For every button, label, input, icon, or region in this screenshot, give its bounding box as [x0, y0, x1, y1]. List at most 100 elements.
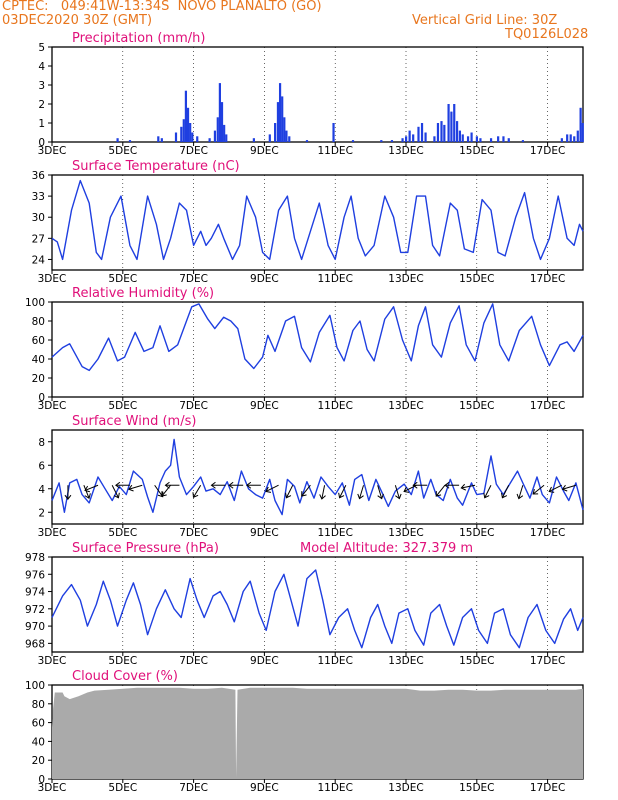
x-tick-label: 13DEC	[388, 782, 423, 794]
precip-bar	[453, 104, 456, 142]
wind-arrow-shaft	[518, 485, 524, 499]
precip-bar	[458, 130, 462, 142]
x-tick-label: 11DEC	[317, 145, 352, 157]
x-tick-label: 3DEC	[38, 782, 67, 794]
precip-bar	[447, 104, 450, 142]
wind-arrow	[444, 481, 460, 489]
wind-arrow-head	[460, 483, 467, 491]
y-tick-label: 2	[38, 507, 45, 519]
y-tick-label: 0	[38, 137, 45, 149]
wind-arrow-head	[435, 491, 442, 497]
precip-bar	[433, 136, 436, 142]
precip-bar	[489, 138, 493, 142]
y-tick-label: 5	[38, 42, 45, 54]
panel-title: Cloud Cover (%)	[72, 669, 178, 684]
precip-bar	[174, 132, 178, 142]
precip-bar	[436, 123, 440, 142]
x-tick-label: 5DEC	[108, 655, 137, 667]
wind-arrow	[377, 485, 384, 500]
x-tick-label: 15DEC	[459, 782, 494, 794]
x-tick-label: 17DEC	[530, 527, 565, 539]
precip-bar	[160, 138, 163, 142]
y-tick-label: 968	[25, 638, 45, 650]
y-tick-label: 60	[32, 335, 45, 347]
precip-bar	[401, 138, 404, 142]
series-line	[51, 303, 584, 372]
wind-arrow-shaft	[154, 484, 164, 497]
wind-arrow-shaft	[484, 485, 492, 498]
wind-arrow-shaft	[111, 485, 119, 498]
precip-bar	[390, 140, 394, 142]
y-tick-label: 4	[38, 61, 45, 73]
wind-arrow-shaft	[83, 485, 90, 499]
precip-bar	[213, 130, 217, 142]
precip-bar	[497, 136, 500, 142]
wind-arrow	[265, 484, 279, 493]
precip-bar	[223, 124, 226, 142]
y-tick-label: 976	[25, 569, 45, 581]
x-tick-label: 3DEC	[38, 655, 67, 667]
panel-1: 0 1 2 3 4 5 3DEC 5DEC 7DEC 9DEC 11DEC 13DEC 15DEC 17D…	[38, 31, 584, 157]
y-tick-label: 4	[38, 484, 45, 496]
wind-arrow-head	[483, 492, 490, 499]
precip-bar	[440, 121, 443, 142]
y-tick-label: 33	[32, 191, 45, 203]
wind-arrow	[285, 485, 294, 499]
precip-bar	[216, 117, 219, 142]
x-tick-label: 13DEC	[388, 400, 423, 412]
wind-arrow	[192, 484, 202, 498]
wind-arrow-shaft	[339, 485, 347, 498]
header-station: CPTEC: 049:41W-13:34S NOVO PLANALTO (GO)	[2, 0, 322, 14]
wind-arrow-shaft	[359, 485, 364, 499]
precip-bar	[502, 136, 505, 142]
panel-frame	[51, 556, 584, 653]
x-tick-label: 9DEC	[250, 400, 279, 412]
precip-bar	[283, 117, 286, 142]
wind-arrow-head	[164, 481, 170, 489]
x-tick-label: 9DEC	[250, 655, 279, 667]
y-tick-label: 0	[38, 392, 45, 404]
precip-bar	[332, 123, 335, 142]
x-tick-label: 5DEC	[108, 273, 137, 285]
x-tick-label: 11DEC	[317, 527, 352, 539]
wind-arrow-head	[84, 485, 90, 493]
x-tick-label: 17DEC	[530, 145, 565, 157]
wind-arrow	[84, 484, 99, 493]
precip-bar	[443, 124, 446, 142]
precip-bar	[450, 111, 453, 142]
y-tick-label: 80	[32, 699, 45, 711]
wind-arrow-head	[532, 489, 539, 495]
precip-bar	[573, 136, 576, 142]
wind-arrow-shaft	[286, 485, 294, 498]
wind-arrow-head	[301, 491, 307, 497]
x-tick-label: 13DEC	[388, 655, 423, 667]
wind-arrow-shaft	[301, 484, 311, 497]
x-tick-label: 11DEC	[317, 655, 352, 667]
y-tick-label: 0	[38, 774, 45, 786]
wind-arrow-head	[210, 481, 216, 489]
precip-bar	[479, 138, 482, 142]
y-tick-label: 60	[32, 718, 45, 730]
x-tick-label: 13DEC	[388, 527, 423, 539]
y-tick-label: 100	[25, 680, 45, 692]
precip-bar	[581, 123, 584, 142]
series-line	[51, 179, 584, 261]
precip-bar	[351, 140, 355, 142]
precip-bar	[274, 123, 277, 142]
precip-bar	[278, 83, 282, 142]
wind-arrow-head	[403, 486, 410, 493]
x-tick-label: 3DEC	[38, 527, 67, 539]
precip-bar	[191, 132, 194, 142]
wind-arrow-head	[115, 481, 121, 489]
y-tick-label: 3	[38, 80, 45, 92]
precip-bar	[521, 140, 525, 142]
wind-arrow	[161, 484, 171, 497]
x-tick-label: 13DEC	[388, 145, 423, 157]
precip-bar	[180, 126, 183, 142]
wind-arrow	[210, 481, 226, 489]
precip-bar	[466, 136, 470, 142]
wind-arrow	[357, 485, 364, 500]
precip-bar	[417, 126, 420, 142]
precip-bar	[220, 102, 224, 142]
